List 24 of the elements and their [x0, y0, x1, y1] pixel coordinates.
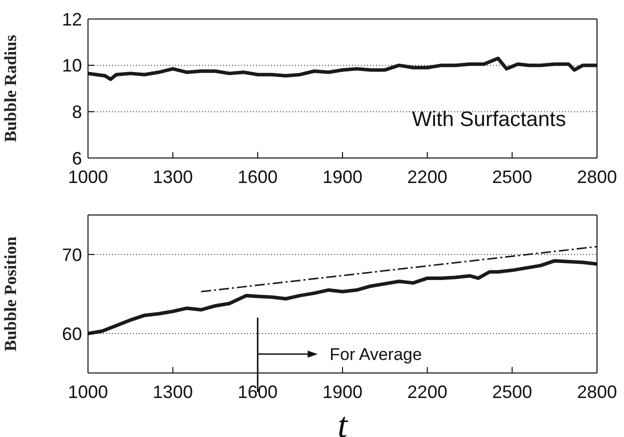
y-axis-title: Bubble Position [1, 236, 20, 352]
y-tick-label: 6 [72, 148, 82, 168]
x-tick-label: 2200 [407, 382, 448, 402]
x-tick-label: 1600 [238, 166, 278, 187]
x-tick-label: 1300 [152, 166, 193, 187]
y-axis-title: Bubble Radius [1, 34, 20, 142]
x-tick-label: 1000 [68, 382, 108, 402]
x-tick-label: 2200 [407, 166, 448, 187]
y-tick-label: 10 [62, 56, 82, 76]
annotation: With Surfactants [412, 108, 566, 132]
x-tick-label: 1000 [68, 166, 108, 187]
x-tick-label: 2500 [492, 166, 532, 187]
ref-line-label: For Average [330, 345, 422, 364]
x-tick-label: 2500 [492, 382, 532, 402]
x-tick-label: 2800 [576, 166, 618, 187]
x-tick-label: 1900 [322, 382, 363, 402]
x-tick-label: 1900 [322, 166, 363, 187]
y-tick-label: 70 [62, 244, 82, 265]
x-tick-label: 1300 [152, 382, 193, 402]
y-tick-label: 12 [62, 9, 82, 30]
x-tick-label: 2800 [576, 382, 618, 402]
y-tick-label: 8 [72, 102, 82, 122]
y-tick-label: 60 [62, 324, 82, 344]
x-tick-label: 1600 [238, 382, 278, 402]
